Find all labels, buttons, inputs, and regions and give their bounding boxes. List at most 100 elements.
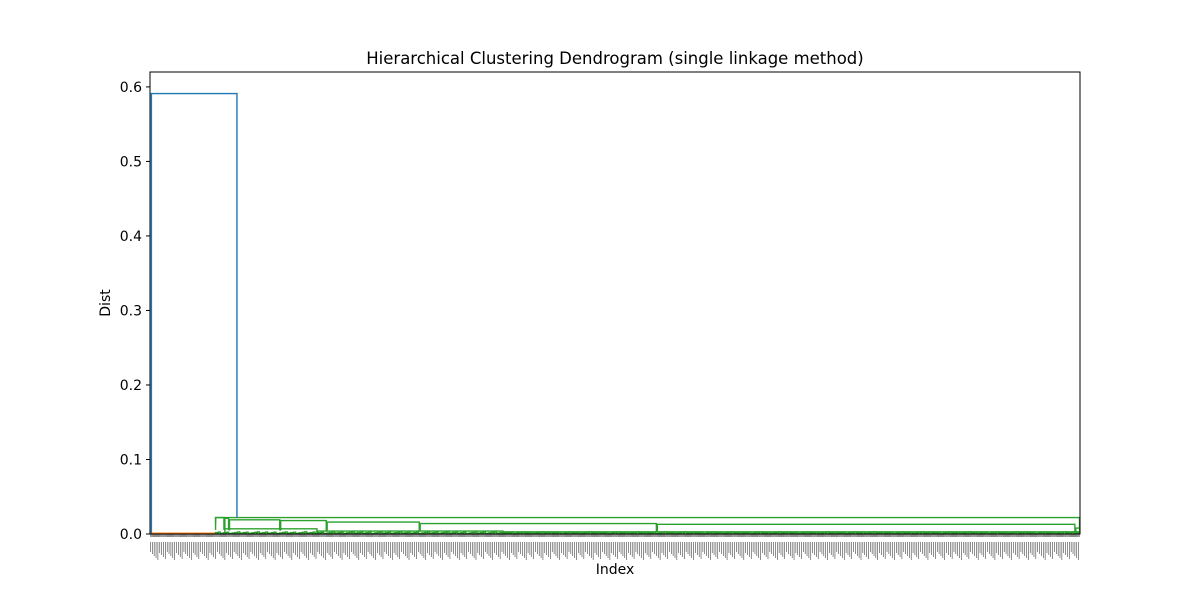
dendrogram-link: [594, 531, 598, 534]
dendrogram-link: [546, 531, 551, 534]
dendrogram-link: [1021, 531, 1025, 534]
dendrogram-link: [973, 531, 978, 534]
y-tick-label: 0.5: [120, 154, 142, 170]
dendrogram-link: [1001, 531, 1005, 534]
dendrogram-link: [499, 531, 503, 534]
dendrogram-link: [396, 531, 400, 534]
plot-marks: [149, 92, 1081, 535]
dendrogram-link: [214, 516, 1081, 529]
dendrogram-link: [463, 531, 467, 534]
dendrogram-link: [435, 531, 439, 534]
dendrogram-link: [404, 531, 408, 534]
dendrogram-link: [432, 531, 436, 534]
dendrogram-link: [318, 532, 322, 534]
dendrogram-link: [237, 531, 241, 534]
dendrogram-link: [611, 532, 615, 534]
dendrogram-link: [317, 530, 504, 534]
dendrogram-link: [488, 532, 492, 534]
dendrogram-link: [954, 531, 958, 534]
dendrogram-link: [399, 531, 403, 534]
dendrogram-link: [415, 531, 420, 534]
dendrogram-link: [1010, 532, 1014, 534]
dendrogram-link: [656, 523, 1076, 532]
dendrogram-link: [507, 532, 512, 534]
dendrogram-link: [764, 531, 768, 534]
dendrogram-link: [811, 531, 816, 534]
dendrogram-link: [479, 531, 484, 534]
dendrogram-link: [443, 531, 447, 534]
axes-frame: [149, 71, 1081, 535]
dendrogram-link: [357, 531, 361, 534]
dendrogram-link: [563, 532, 567, 534]
dendrogram-link: [982, 532, 986, 534]
y-tick-label: 0.4: [120, 229, 142, 245]
dendrogram-link: [452, 531, 456, 534]
dendrogram-link: [270, 532, 274, 534]
dendrogram-link: [878, 531, 883, 534]
dendrogram-link: [421, 532, 425, 534]
dendrogram-link: [340, 531, 344, 534]
y-tick-label: 0.1: [120, 452, 142, 468]
dendrogram-link: [468, 532, 473, 534]
dendrogram-link: [419, 522, 658, 532]
dendrogram-link: [373, 532, 378, 534]
dendrogram-link: [744, 532, 749, 534]
dendrogram-link: [351, 531, 355, 534]
dendrogram-link: [284, 531, 288, 534]
dendrogram-link: [630, 532, 634, 534]
dendrogram-link: [226, 531, 230, 534]
dendrogram-link: [348, 531, 353, 534]
dendrogram-link: [424, 531, 428, 534]
leaf-tick-labels: [150, 534, 1080, 560]
dendrogram-link: [736, 531, 740, 534]
dendrogram-link: [493, 531, 498, 534]
dendrogram-link: [426, 531, 431, 534]
dendrogram-link: [990, 532, 994, 534]
dendrogram-link: [784, 531, 788, 534]
dendrogram-link: [217, 531, 221, 534]
dendrogram-link: [460, 532, 464, 534]
dendrogram-link: [1029, 532, 1033, 534]
dendrogram-link: [320, 531, 325, 534]
dendrogram-link: [387, 531, 392, 534]
dendrogram-link: [583, 532, 587, 534]
y-tick-label: 0.2: [120, 378, 142, 394]
dendrogram-link: [650, 532, 654, 534]
dendrogram-link: [943, 532, 947, 534]
dendrogram-link: [365, 532, 369, 534]
dendrogram-link: [242, 531, 247, 534]
dendrogram-link: [368, 531, 372, 534]
dendrogram-link: [262, 531, 266, 534]
dendrogram-link: [412, 532, 417, 534]
dendrogram-link: [867, 532, 871, 534]
dendrogram-link: [312, 531, 316, 534]
dendrogram-link: [454, 531, 459, 534]
dendrogram-link: [839, 532, 844, 534]
dendrogram-link: [326, 521, 420, 532]
dendrogram-link: [446, 531, 450, 534]
dendrogram-link: [379, 531, 383, 534]
dendrogram-link: [482, 531, 486, 534]
dendrogram-link: [705, 532, 710, 534]
dendrogram-link: [345, 532, 350, 534]
dendrogram-link: [234, 531, 238, 534]
dendrogram-link: [309, 531, 313, 534]
dendrogram-link: [214, 531, 219, 534]
dendrogram-link: [253, 531, 258, 534]
dendrogram-link: [304, 531, 308, 534]
chart-title: Hierarchical Clustering Dendrogram (sing…: [366, 49, 863, 68]
dendrogram-link: [245, 531, 249, 534]
dendrogram-link: [535, 532, 539, 534]
dendrogram-link: [926, 531, 930, 534]
dendrogram-link: [150, 92, 238, 534]
dendrogram-link: [279, 519, 327, 531]
dendrogram-link: [887, 532, 891, 534]
dendrogram-link: [915, 532, 919, 534]
dendrogram-link: [725, 532, 729, 534]
dendrogram-link: [1068, 531, 1072, 534]
dendrogram-link: [1057, 532, 1061, 534]
dendrogram-link: [292, 531, 297, 534]
dendrogram-link: [231, 532, 235, 534]
dendrogram-link: [906, 531, 911, 534]
dendrogram-link: [820, 532, 824, 534]
